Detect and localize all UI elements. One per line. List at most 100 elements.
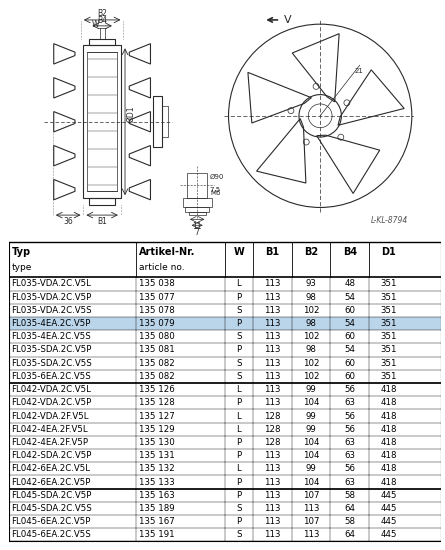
Text: 445: 445 <box>380 504 397 513</box>
Text: 113: 113 <box>264 279 280 288</box>
Text: 418: 418 <box>380 477 397 487</box>
Bar <box>9 409 441 422</box>
Text: 113: 113 <box>264 372 280 381</box>
Text: 36: 36 <box>63 217 73 226</box>
Text: 104: 104 <box>303 398 320 408</box>
Text: 135 082: 135 082 <box>139 359 174 368</box>
Text: B1: B1 <box>97 217 107 226</box>
Text: 135 127: 135 127 <box>139 411 174 421</box>
Bar <box>9 449 441 462</box>
Text: 135 080: 135 080 <box>139 332 174 342</box>
Text: 418: 418 <box>380 411 397 421</box>
Bar <box>9 290 441 304</box>
Text: 135 189: 135 189 <box>139 504 174 513</box>
Bar <box>9 383 441 396</box>
Text: 113: 113 <box>264 359 280 368</box>
Text: FL042-VDA.2C.V5P: FL042-VDA.2C.V5P <box>12 398 92 408</box>
Bar <box>162 107 168 137</box>
Text: 113: 113 <box>303 504 320 513</box>
Bar <box>89 198 115 205</box>
Bar <box>84 46 121 198</box>
Text: 113: 113 <box>264 530 280 540</box>
Bar <box>89 39 115 46</box>
Text: type: type <box>12 263 32 272</box>
Text: 135 081: 135 081 <box>139 345 174 355</box>
Text: 113: 113 <box>264 477 280 487</box>
Bar <box>9 528 441 541</box>
Text: FL042-SDA.2C.V5P: FL042-SDA.2C.V5P <box>12 451 92 460</box>
Text: 54: 54 <box>344 345 356 355</box>
Text: FL042-VDA.2C.V5L: FL042-VDA.2C.V5L <box>12 385 91 394</box>
Text: L-KL-8794: L-KL-8794 <box>370 216 408 225</box>
Text: 418: 418 <box>380 425 397 434</box>
Text: 113: 113 <box>264 398 280 408</box>
Text: Artikel-Nr.: Artikel-Nr. <box>139 247 195 257</box>
Bar <box>189 212 206 215</box>
Text: FL035-SDA.2C.V5P: FL035-SDA.2C.V5P <box>12 345 92 355</box>
Text: 113: 113 <box>264 306 280 315</box>
Text: 7,5: 7,5 <box>210 187 221 193</box>
Text: 418: 418 <box>380 398 397 408</box>
Text: 135 126: 135 126 <box>139 385 174 394</box>
Text: B2: B2 <box>97 9 107 18</box>
Text: ØD1: ØD1 <box>127 105 136 122</box>
Text: 445: 445 <box>380 491 397 500</box>
Text: 113: 113 <box>264 319 280 328</box>
Text: S: S <box>236 372 242 381</box>
Text: 113: 113 <box>264 464 280 474</box>
Text: 60: 60 <box>344 372 356 381</box>
Text: 60: 60 <box>344 359 356 368</box>
Bar <box>9 343 441 356</box>
Text: 113: 113 <box>264 332 280 342</box>
Text: 113: 113 <box>264 385 280 394</box>
Text: 63: 63 <box>344 477 356 487</box>
Text: FL035-6EA.2C.V5S: FL035-6EA.2C.V5S <box>12 372 91 381</box>
Text: Ø90: Ø90 <box>210 174 224 180</box>
Text: 48: 48 <box>344 279 356 288</box>
Text: 58: 58 <box>344 491 356 500</box>
Text: FL035-VDA.2C.V5S: FL035-VDA.2C.V5S <box>12 306 92 315</box>
Text: 128: 128 <box>264 438 280 447</box>
Text: 135 079: 135 079 <box>139 319 174 328</box>
Text: P: P <box>236 491 241 500</box>
Text: FL035-SDA.2C.V5S: FL035-SDA.2C.V5S <box>12 359 92 368</box>
Text: L: L <box>236 385 241 394</box>
Text: 99: 99 <box>306 411 316 421</box>
Text: 107: 107 <box>303 517 320 526</box>
Text: 104: 104 <box>303 451 320 460</box>
Text: FL042-6EA.2C.V5P: FL042-6EA.2C.V5P <box>12 477 91 487</box>
Bar <box>9 277 441 290</box>
Text: 135 038: 135 038 <box>139 279 174 288</box>
Text: 56: 56 <box>344 385 356 394</box>
Text: W: W <box>233 247 244 257</box>
Text: 351: 351 <box>380 306 397 315</box>
Text: 63: 63 <box>344 438 356 447</box>
Text: B4: B4 <box>343 247 357 257</box>
Text: 135 167: 135 167 <box>139 517 174 526</box>
Text: 102: 102 <box>303 306 320 315</box>
Bar <box>9 317 441 330</box>
Text: FL045-SDA.2C.V5P: FL045-SDA.2C.V5P <box>12 491 92 500</box>
Text: 113: 113 <box>264 491 280 500</box>
Text: 135 191: 135 191 <box>139 530 174 540</box>
Text: FL035-4EA.2C.V5S: FL035-4EA.2C.V5S <box>12 332 91 342</box>
Bar <box>187 173 207 198</box>
Text: 135 078: 135 078 <box>139 306 174 315</box>
Text: 64: 64 <box>344 504 356 513</box>
Bar <box>9 243 441 277</box>
Text: B4: B4 <box>97 15 107 25</box>
Text: P: P <box>236 451 241 460</box>
Text: B2: B2 <box>304 247 318 257</box>
Text: 107: 107 <box>303 491 320 500</box>
Text: FL042-VDA.2F.V5L: FL042-VDA.2F.V5L <box>12 411 89 421</box>
Text: 98: 98 <box>306 319 316 328</box>
Bar <box>9 488 441 502</box>
Text: 93: 93 <box>306 279 316 288</box>
Bar <box>9 422 441 436</box>
Text: 135 129: 135 129 <box>139 425 174 434</box>
Text: L: L <box>236 411 241 421</box>
Text: 54: 54 <box>344 319 356 328</box>
Bar <box>183 198 211 207</box>
Text: 135 131: 135 131 <box>139 451 174 460</box>
Text: 135 132: 135 132 <box>139 464 174 474</box>
